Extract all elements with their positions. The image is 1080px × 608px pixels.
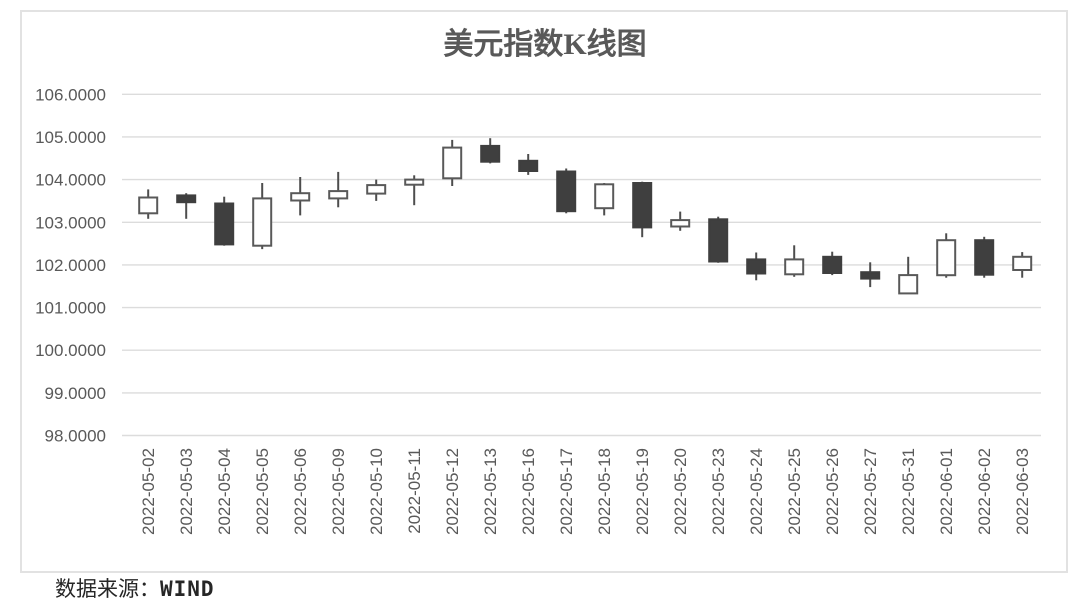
- x-axis-label: 2022-05-19: [633, 448, 652, 535]
- x-axis-label: 2022-05-31: [899, 448, 918, 535]
- x-axis-label: 2022-05-25: [785, 448, 804, 535]
- candle-2022-06-03: [1012, 252, 1033, 278]
- candle-body: [708, 218, 729, 263]
- x-axis-label: 2022-06-01: [937, 448, 956, 535]
- y-axis-label: 100.0000: [35, 341, 106, 360]
- candle-2022-05-23: [708, 216, 729, 263]
- x-axis-label: 2022-05-27: [861, 448, 880, 535]
- candle-body: [328, 190, 349, 200]
- chart-card: [20, 10, 1068, 573]
- candle-2022-06-02: [974, 236, 995, 278]
- candle-body: [214, 202, 235, 246]
- candle-body: [480, 144, 501, 163]
- candle-2022-05-05: [252, 183, 273, 250]
- candle-2022-05-12: [442, 139, 463, 186]
- candle-body: [556, 170, 577, 213]
- candle-2022-05-04: [214, 196, 235, 246]
- source-note-value: WIND: [160, 577, 215, 601]
- x-axis-label: 2022-05-23: [709, 448, 728, 535]
- x-axis-label: 2022-06-03: [1013, 448, 1032, 535]
- x-axis-label: 2022-05-26: [823, 448, 842, 535]
- y-axis-label: 101.0000: [35, 299, 106, 318]
- candle-2022-05-09: [328, 171, 349, 208]
- candle-2022-05-03: [176, 193, 197, 219]
- candle-2022-05-06: [290, 177, 311, 216]
- candle-2022-05-31: [898, 256, 919, 295]
- candle-body: [898, 274, 919, 295]
- x-axis-label: 2022-05-05: [253, 448, 272, 535]
- candle-2022-05-11: [404, 175, 425, 206]
- candle-body: [442, 146, 463, 180]
- x-axis-label: 2022-05-12: [443, 448, 462, 535]
- candle-body: [822, 255, 843, 274]
- candle-body: [974, 239, 995, 276]
- candle-2022-05-13: [480, 138, 501, 164]
- x-axis-label: 2022-05-24: [747, 448, 766, 535]
- candle-2022-05-27: [860, 262, 881, 288]
- candle-body: [594, 183, 615, 210]
- source-note-label: 数据来源：: [55, 577, 160, 601]
- candle-body: [860, 271, 881, 280]
- candle-body: [746, 258, 767, 275]
- x-axis: 2022-05-02 2022-05-03 2022-05-04 2022-05-05…: [139, 448, 1032, 535]
- x-axis-label: 2022-05-16: [519, 448, 538, 535]
- candle-body: [404, 178, 425, 186]
- x-axis-label: 2022-05-03: [177, 448, 196, 535]
- y-axis-label: 106.0000: [35, 85, 106, 104]
- candle-2022-05-25: [784, 245, 805, 277]
- y-axis: 106.0000 105.0000 104.0000 103.0000 102.0000…: [35, 85, 106, 445]
- candle-body: [252, 197, 273, 247]
- candle-body: [366, 184, 387, 195]
- x-axis-label: 2022-05-13: [481, 448, 500, 535]
- candle-body: [176, 194, 197, 204]
- candle-2022-05-16: [518, 154, 539, 175]
- candle-2022-05-19: [632, 181, 653, 238]
- candles: [138, 138, 1033, 295]
- candle-2022-05-02: [138, 189, 159, 219]
- candle-body: [670, 219, 691, 228]
- y-axis-label: 99.0000: [45, 384, 106, 403]
- candle-body: [936, 239, 957, 277]
- candle-body: [518, 159, 539, 173]
- candle-2022-05-17: [556, 168, 577, 214]
- x-axis-label: 2022-06-02: [975, 448, 994, 535]
- candle-2022-05-24: [746, 252, 767, 281]
- x-axis-label: 2022-05-09: [329, 448, 348, 535]
- x-axis-label: 2022-05-06: [291, 448, 310, 535]
- candle-body: [632, 182, 653, 229]
- y-axis-label: 102.0000: [35, 256, 106, 275]
- x-axis-label: 2022-05-11: [405, 448, 424, 534]
- x-axis-label: 2022-05-17: [557, 448, 576, 535]
- source-note: 数据来源：WIND: [55, 577, 215, 601]
- gridlines: [122, 93, 1041, 437]
- candle-body: [290, 192, 311, 202]
- y-axis-label: 105.0000: [35, 128, 106, 147]
- chart-title: 美元指数K线图: [443, 28, 647, 61]
- candle-2022-05-10: [366, 179, 387, 201]
- candle-2022-06-01: [936, 233, 957, 278]
- x-axis-label: 2022-05-02: [139, 448, 158, 535]
- y-axis-label: 98.0000: [45, 427, 106, 446]
- candle-body: [1012, 255, 1033, 271]
- x-axis-label: 2022-05-18: [595, 448, 614, 535]
- candle-body: [138, 196, 159, 215]
- x-axis-label: 2022-05-04: [215, 448, 234, 535]
- candle-2022-05-26: [822, 251, 843, 276]
- candle-2022-05-20: [670, 211, 691, 231]
- candle-body: [784, 258, 805, 276]
- x-axis-label: 2022-05-20: [671, 448, 690, 535]
- x-axis-label: 2022-05-10: [367, 448, 386, 535]
- y-axis-label: 103.0000: [35, 213, 106, 232]
- y-axis-label: 104.0000: [35, 171, 106, 190]
- candle-2022-05-18: [594, 183, 615, 216]
